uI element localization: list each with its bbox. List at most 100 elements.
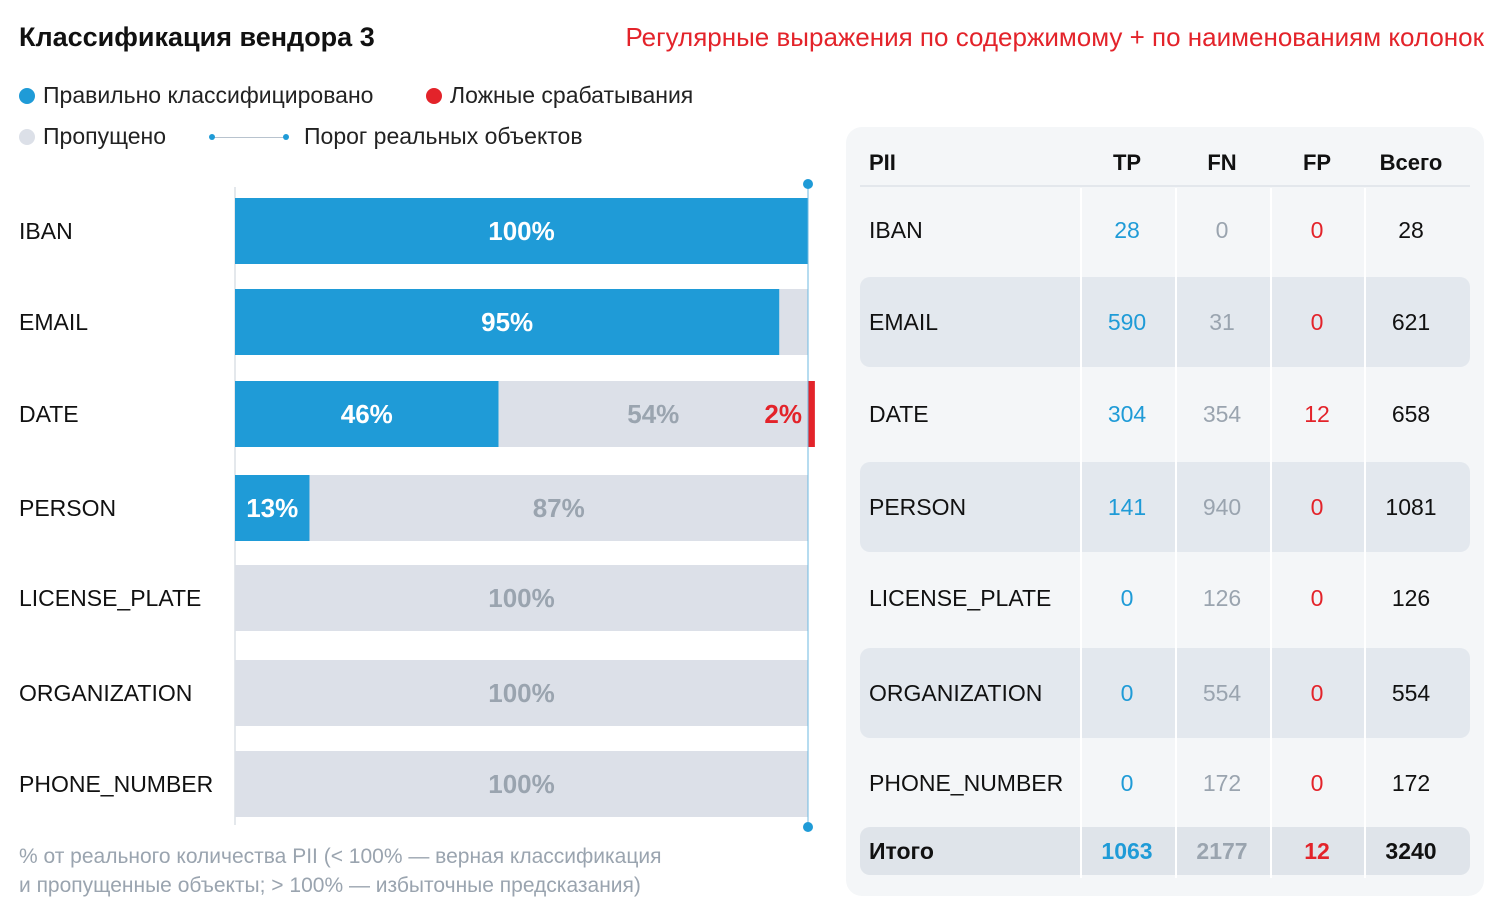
chart-subtitle: Регулярные выражения по содержимому + по… <box>625 22 1484 52</box>
table-cell-total-license_plate: 126 <box>1391 585 1431 611</box>
category-label-iban: IBAN <box>19 218 73 244</box>
legend-false-positive-marker <box>426 87 442 104</box>
table-column-separator <box>1080 188 1082 878</box>
threshold-marker-bottom <box>803 822 813 832</box>
table-header-divider <box>860 185 1470 187</box>
threshold-marker-top <box>803 179 813 189</box>
table-cell-fn-date: 354 <box>1202 401 1242 427</box>
table-cell-fn-phone_number: 172 <box>1202 770 1242 796</box>
table-cell-fn-iban: 0 <box>1215 217 1229 243</box>
table-row-stripe <box>860 277 1470 367</box>
table-cell-tp-person: 141 <box>1107 494 1147 520</box>
table-header-fp: FP <box>1302 150 1332 175</box>
table-cell-total-email: 621 <box>1391 309 1431 335</box>
category-label-email: EMAIL <box>19 309 88 335</box>
table-cell-fp-date: 12 <box>1304 401 1330 427</box>
table-cell-fp-license_plate: 0 <box>1310 585 1324 611</box>
table-header-total: Всего <box>1379 150 1443 175</box>
legend-threshold-label: Порог реальных объектов <box>304 123 583 149</box>
data-label-missed-date: 54% <box>627 399 679 429</box>
table-cell-pii-phone_number: PHONE_NUMBER <box>869 770 1064 796</box>
table-cell-fp-iban: 0 <box>1310 217 1324 243</box>
legend-correct: Правильно классифицировано <box>19 82 373 109</box>
table-cell-fp-organization: 0 <box>1310 680 1324 706</box>
threshold-legend-icon <box>206 129 292 145</box>
footnote-line-2: и пропущенные объекты; > 100% — избыточн… <box>19 874 641 897</box>
table-row-stripe <box>860 648 1470 738</box>
table-cell-total-organization: 554 <box>1391 680 1431 706</box>
table-header-tp: TP <box>1112 150 1142 175</box>
data-label-missed-license_plate: 100% <box>488 583 555 613</box>
table-cell-tp-email: 590 <box>1107 309 1147 335</box>
data-label-correct-date: 46% <box>341 399 393 429</box>
table-cell-tp-phone_number: 0 <box>1120 770 1134 796</box>
table-cell-pii-license_plate: LICENSE_PLATE <box>869 585 1052 611</box>
table-header-pii: PII <box>869 150 896 175</box>
legend-correct-marker <box>19 87 35 104</box>
data-label-false-positive-date: 2% <box>764 399 802 429</box>
table-cell-pii-person: PERSON <box>869 494 967 520</box>
table-cell-pii-organization: ORGANIZATION <box>869 680 1043 706</box>
table-cell-fn-person: 940 <box>1202 494 1242 520</box>
table-cell-tp-license_plate: 0 <box>1120 585 1134 611</box>
category-label-organization: ORGANIZATION <box>19 680 192 706</box>
table-total-tp: 1063 <box>1101 838 1153 864</box>
table-cell-fp-phone_number: 0 <box>1310 770 1324 796</box>
category-label-person: PERSON <box>19 495 116 521</box>
legend-missed: Пропущено <box>19 123 166 150</box>
legend-false-positive: Ложные срабатывания <box>426 82 693 109</box>
category-label-date: DATE <box>19 401 79 427</box>
table-total-row-bg <box>860 827 1470 875</box>
table-total-all: 3240 <box>1385 838 1437 864</box>
table-cell-total-iban: 28 <box>1398 217 1424 243</box>
table-cell-tp-date: 304 <box>1107 401 1147 427</box>
table-row-stripe <box>860 462 1470 552</box>
table-cell-fn-organization: 554 <box>1202 680 1242 706</box>
bar-correct-person <box>235 475 310 541</box>
bar-missed-date <box>498 381 808 447</box>
bar-correct-email <box>235 289 780 355</box>
data-label-missed-phone_number: 100% <box>488 769 555 799</box>
table-total-fp: 12 <box>1304 838 1330 864</box>
table-cell-tp-organization: 0 <box>1120 680 1134 706</box>
legend-missed-label: Пропущено <box>43 123 167 149</box>
data-label-correct-iban: 100% <box>488 216 555 246</box>
table-cell-total-phone_number: 172 <box>1391 770 1431 796</box>
table-column-separator <box>1364 188 1366 878</box>
bar-missed-organization <box>235 660 808 726</box>
bar-correct-iban <box>235 198 808 264</box>
table-cell-pii-email: EMAIL <box>869 309 939 335</box>
legend-correct-label: Правильно классифицировано <box>43 82 374 108</box>
footnote-line-1: % от реального количества PII (< 100% — … <box>19 845 662 868</box>
table-total-fn: 2177 <box>1196 838 1248 864</box>
bar-missed-person <box>309 475 808 541</box>
bar-missed-license_plate <box>235 565 808 631</box>
data-label-missed-organization: 100% <box>488 678 555 708</box>
table-column-separator <box>1175 188 1177 878</box>
table-cell-fn-license_plate: 126 <box>1202 585 1242 611</box>
bar-false-positive-date <box>808 381 815 447</box>
category-label-license_plate: LICENSE_PLATE <box>19 585 201 611</box>
legend-threshold: Порог реальных объектов <box>206 123 583 150</box>
legend-false-positive-label: Ложные срабатывания <box>450 82 694 108</box>
table-cell-total-date: 658 <box>1391 401 1431 427</box>
table-cell-pii-iban: IBAN <box>869 217 923 243</box>
data-label-correct-email: 95% <box>481 307 533 337</box>
table-cell-tp-iban: 28 <box>1114 217 1140 243</box>
category-label-phone_number: PHONE_NUMBER <box>19 771 213 797</box>
table-cell-fp-email: 0 <box>1310 309 1324 335</box>
data-label-missed-person: 87% <box>533 493 585 523</box>
table-cell-fn-email: 31 <box>1209 309 1235 335</box>
bar-chart: IBAN 100% EMAIL 95% DATE 46% 54% 2% PERSON 13% 87%… <box>19 179 815 832</box>
legend-missed-marker <box>19 128 35 145</box>
table-header-fn: FN <box>1207 150 1237 175</box>
table-cell-total-person: 1081 <box>1385 494 1437 520</box>
bar-missed-email <box>779 289 808 355</box>
table-total-label: Итого <box>869 838 934 864</box>
table-cell-pii-date: DATE <box>869 401 929 427</box>
footnote: % от реального количества PII (< 100% — … <box>19 842 662 900</box>
bar-missed-phone_number <box>235 751 808 817</box>
data-label-correct-person: 13% <box>246 493 298 523</box>
table-column-separator <box>1270 188 1272 878</box>
bar-correct-date <box>235 381 499 447</box>
